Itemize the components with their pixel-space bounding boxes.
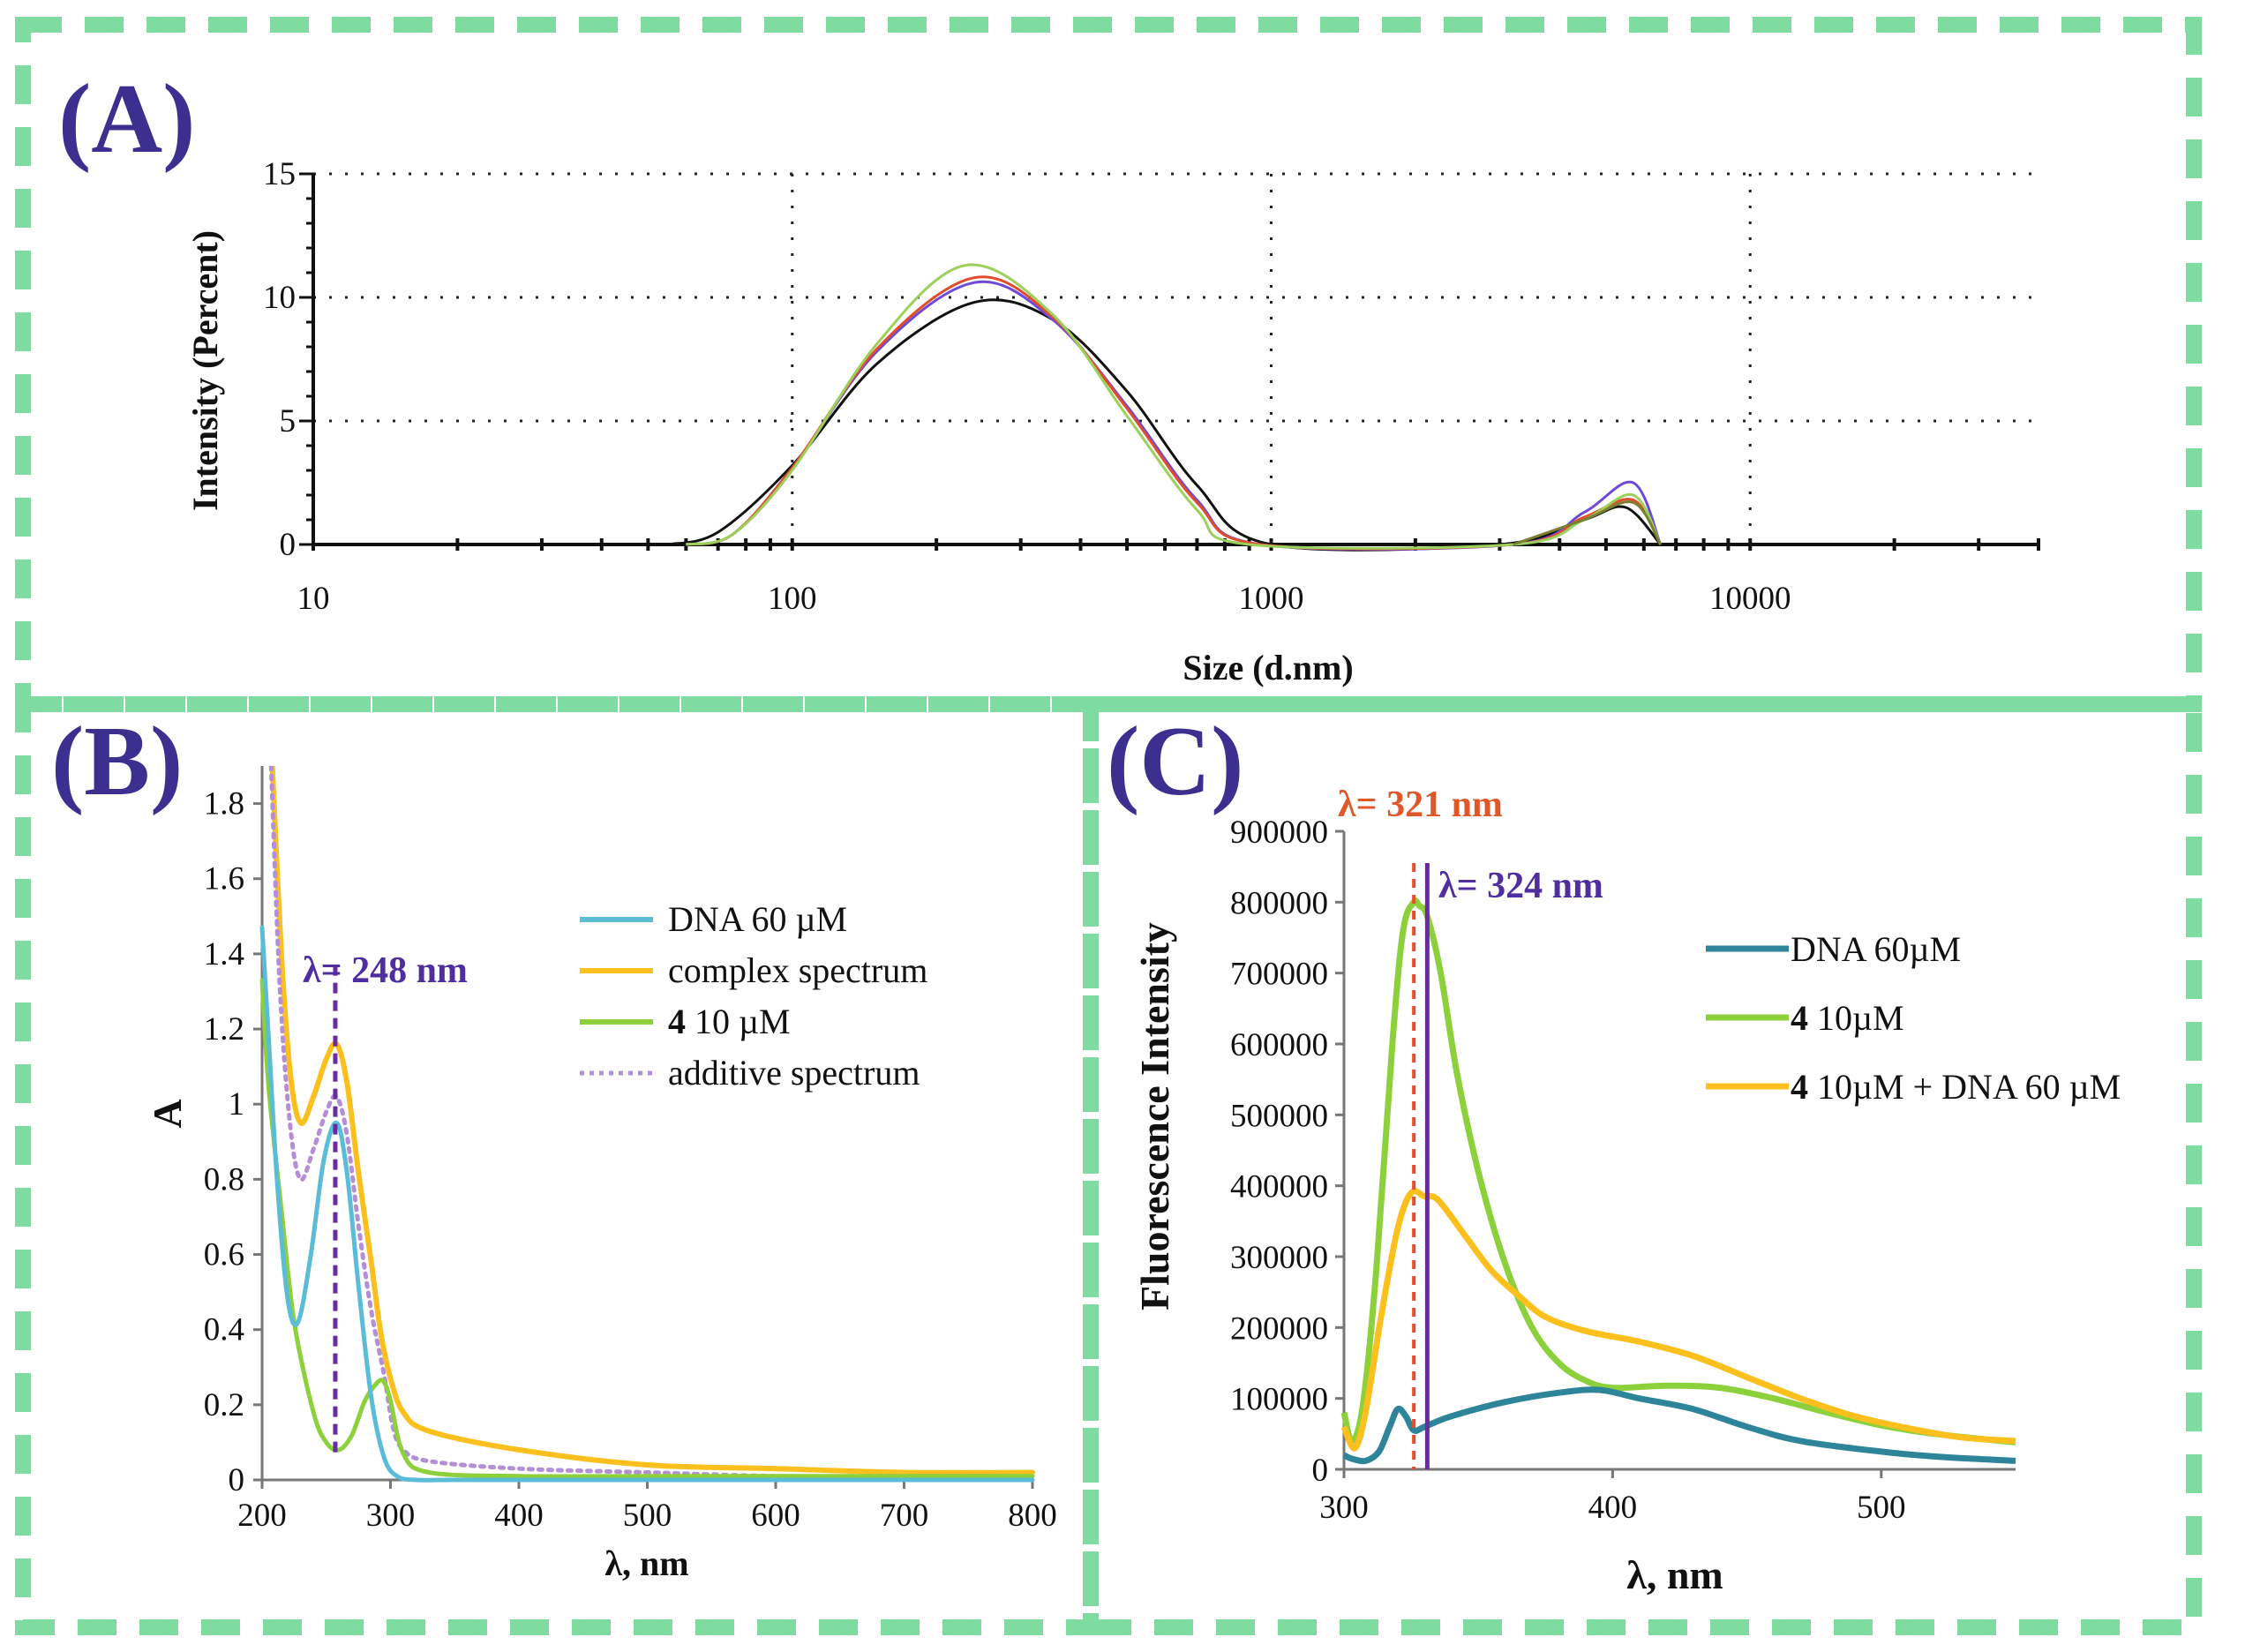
chart-c-x-tick-label: 400	[1588, 1490, 1638, 1526]
chart-b-annotation-label: λ= 248 nm	[303, 950, 468, 991]
chart-a-x-tick-label: 10000	[1709, 581, 1791, 617]
chart-b-y-tick-label: 1.2	[204, 1011, 244, 1048]
chart-b-y-axis-title: A	[145, 1099, 190, 1128]
chart-c-tick-labels: 0 100000 200000 300000 400000 500000 600000 700…	[1230, 815, 1906, 1526]
chart-c-y-tick-label: 700000	[1230, 957, 1328, 993]
chart-c-y-tick-label: 900000	[1230, 815, 1328, 851]
chart-a-tick-labels: 0 5 10 15 10 100 1000 10000	[263, 156, 1791, 617]
chart-c-legend-label-dna-60-m: DNA 60µM	[1791, 929, 1961, 969]
chart-b-y-tick-label: 0.2	[204, 1387, 244, 1423]
chart-c-axes	[1335, 830, 2016, 1478]
chart-a-axes	[299, 172, 2040, 551]
panel-b-frame	[15, 696, 1099, 1635]
chart-a-x-axis-title: Size (d.nm)	[1183, 648, 1353, 687]
chart-c-y-tick-label: 500000	[1230, 1098, 1328, 1134]
chart-b-x-tick-label: 400	[494, 1498, 544, 1534]
chart-b-series-dna-60-m	[259, 925, 1035, 1483]
chart-b-y-tick-label: 0	[229, 1462, 245, 1498]
chart-a-y-tick-label: 0	[280, 527, 297, 563]
chart-b-y-tick-label: 1.8	[204, 786, 244, 822]
chart-b-legend-label-complex-spectrum: complex spectrum	[668, 950, 927, 990]
chart-c-reference-lines	[1412, 863, 1430, 1469]
panel-a-frame	[15, 17, 2202, 712]
chart-c-y-axis-title: Fluorescence Intensity	[1132, 922, 1177, 1310]
chart-c-annotation-321: λ= 321 nm	[1338, 785, 1503, 825]
chart-c-x-axis-title: λ, nm	[1626, 1552, 1723, 1597]
chart-b-x-tick-label: 500	[623, 1498, 672, 1534]
chart-a-y-axis-title: Intensity (Percent)	[185, 230, 225, 511]
chart-c-series-4-10-m-dna-60-m	[1340, 1188, 2016, 1452]
chart-c-y-tick-label: 600000	[1230, 1027, 1328, 1063]
chart-a-y-tick-label: 5	[280, 403, 297, 439]
chart-b-legend-label-additive-spectrum: additive spectrum	[668, 1053, 920, 1093]
chart-a-x-tick-label: 100	[768, 581, 817, 617]
chart-b-y-tick-label: 1.4	[204, 936, 244, 972]
chart-b-y-tick-label: 1.6	[204, 861, 244, 897]
chart-a-series-black	[667, 298, 1662, 552]
chart-b-series	[259, 766, 1035, 1483]
chart-c-y-tick-label: 100000	[1230, 1382, 1328, 1418]
panel-a-label: (A)	[58, 64, 195, 174]
chart-c-legend-label-4-10-m-dna-60-m: 4 10µM + DNA 60 µM	[1791, 1067, 2121, 1107]
chart-c-legend-label-4-10-m: 4 10µM	[1791, 998, 1904, 1038]
chart-b-tick-labels: 0 0.2 0.4 0.6 0.8 1 1.2 1.4 1.6 1.8 200 300 400 500 60…	[204, 786, 1057, 1534]
chart-b-legend: DNA 60 µM complex spectrum 4 10 µM additive…	[580, 899, 927, 1093]
chart-b-series-4-10-m	[259, 978, 1035, 1479]
chart-a-series-green	[685, 263, 1663, 550]
chart-c-series-dna-60-m	[1342, 1386, 2016, 1465]
chart-c-series	[1340, 897, 2016, 1465]
chart-b-x-tick-label: 800	[1008, 1498, 1057, 1534]
chart-b-y-tick-label: 0.8	[204, 1161, 244, 1198]
chart-a: 0 5 10 15 10 100 1000 10000 Size (d.nm) Intensi…	[185, 156, 2040, 687]
chart-a-x-tick-label: 10	[297, 581, 330, 617]
chart-c-x-tick-label: 300	[1319, 1490, 1369, 1526]
chart-a-series	[667, 263, 1663, 552]
panel-b-label: (B)	[51, 707, 183, 816]
chart-c-y-tick-label: 400000	[1230, 1169, 1328, 1205]
chart-a-series-olive	[1513, 500, 1663, 546]
chart-b-x-tick-label: 600	[751, 1498, 800, 1534]
chart-c-annotation-324: λ= 324 nm	[1438, 866, 1603, 906]
chart-b-legend-label-4-10-m: 4 10 µM	[668, 1002, 791, 1041]
chart-a-x-tick-label: 1000	[1238, 581, 1303, 617]
chart-b-y-tick-label: 0.4	[204, 1312, 244, 1348]
chart-b-legend-label-dna-60-m: DNA 60 µM	[668, 899, 847, 939]
chart-b-x-axis-title: λ, nm	[604, 1543, 688, 1583]
chart-a-grid	[313, 172, 2039, 544]
chart-b: 0 0.2 0.4 0.6 0.8 1 1.2 1.4 1.6 1.8 200 300 400 500 60…	[145, 766, 1057, 1583]
chart-b-x-tick-label: 300	[366, 1498, 416, 1534]
chart-b-y-tick-label: 1	[229, 1086, 245, 1123]
panel-c-frame	[1083, 696, 2202, 1635]
chart-b-x-tick-label: 200	[237, 1498, 287, 1534]
chart-c-x-tick-label: 500	[1857, 1490, 1906, 1526]
chart-c-legend: DNA 60µM 4 10µM 4 10µM + DNA 60 µM	[1706, 929, 2121, 1107]
chart-c: 0 100000 200000 300000 400000 500000 600000 700…	[1132, 785, 2121, 1597]
chart-a-series-red	[685, 275, 1663, 551]
chart-b-annotation: λ= 248 nm	[303, 950, 468, 1454]
chart-b-series-additive-spectrum	[268, 766, 1035, 1479]
chart-c-series-4-10-m	[1340, 897, 2016, 1446]
chart-b-y-tick-label: 0.6	[204, 1237, 244, 1273]
chart-c-y-tick-label: 200000	[1230, 1310, 1328, 1347]
chart-b-series-complex-spectrum	[269, 766, 1035, 1476]
chart-a-y-tick-label: 15	[263, 156, 296, 192]
chart-c-y-tick-label: 800000	[1230, 885, 1328, 921]
chart-c-y-tick-label: 300000	[1230, 1240, 1328, 1276]
panel-frames	[15, 17, 2202, 1635]
chart-b-x-tick-label: 700	[880, 1498, 929, 1534]
chart-a-y-tick-label: 10	[263, 280, 296, 316]
chart-c-y-tick-label: 0	[1312, 1453, 1329, 1489]
panel-c-label: (C)	[1107, 707, 1243, 816]
